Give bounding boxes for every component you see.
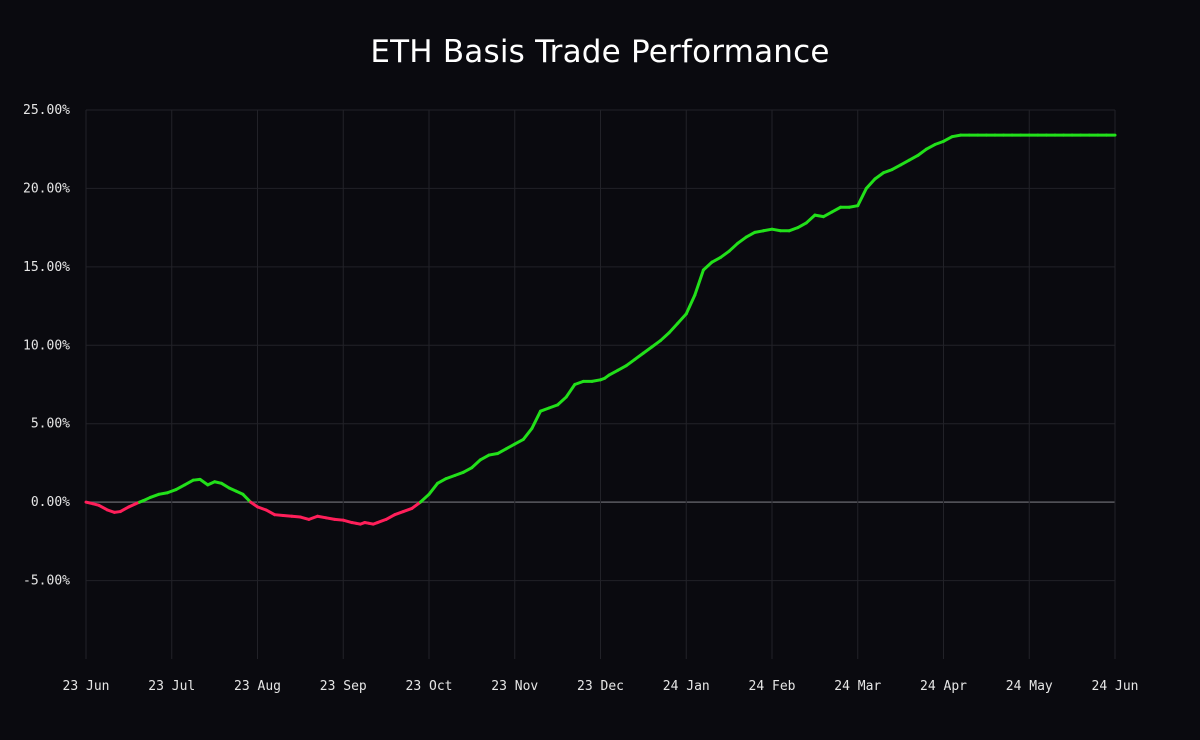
series-line-segment <box>504 442 517 451</box>
chart-title: ETH Basis Trade Performance <box>370 34 830 70</box>
series-line-segment <box>676 312 688 325</box>
series-line-segment <box>701 260 714 272</box>
x-tick-label: 23 Nov <box>491 679 538 694</box>
series-line-segment <box>118 505 131 514</box>
series-line-segment <box>873 171 885 181</box>
series-line-segment <box>148 492 161 499</box>
series-line-segment <box>916 147 928 157</box>
series-line-segment <box>616 364 628 372</box>
series-line-segment <box>470 458 482 470</box>
series-line-segment <box>787 226 800 233</box>
series-line-segment <box>821 210 834 219</box>
x-tick-label: 23 Dec <box>577 679 624 694</box>
series-line-segment <box>933 139 945 147</box>
series-line-segment <box>427 481 440 496</box>
x-tick-label: 24 Feb <box>749 679 796 694</box>
x-tick-label: 24 Mar <box>834 679 881 694</box>
x-tick-label: 23 Sep <box>320 679 367 694</box>
series-line-segment <box>710 255 723 264</box>
series-line-segment <box>436 477 448 485</box>
series-line-segment <box>727 241 740 253</box>
series-line-segment <box>461 466 474 474</box>
series-line-segment <box>97 503 109 512</box>
series-line-segment <box>538 406 551 413</box>
series-line-segment <box>219 481 231 490</box>
series-line-segment <box>198 477 210 487</box>
x-tick-label: 24 Apr <box>920 679 967 694</box>
series-line-segment <box>624 357 637 368</box>
series-line-segment <box>684 293 697 316</box>
x-tick-label: 24 Jun <box>1092 679 1139 694</box>
series-line-segment <box>418 492 431 504</box>
series-line-segment <box>256 505 268 512</box>
series-line-segment <box>496 447 508 456</box>
series-line-segment <box>174 483 187 492</box>
series-line-segment <box>942 135 954 143</box>
series-line-segment <box>384 513 397 521</box>
series-line-segment <box>659 331 671 343</box>
y-tick-label: 20.00% <box>23 181 70 196</box>
y-axis-tick-labels: 25.00% 20.00% 15.00% 10.00% 5.00% 0.00% -5.00% <box>23 103 70 589</box>
y-tick-label: 0.00% <box>31 495 70 510</box>
x-tick-label: 24 May <box>1006 679 1053 694</box>
series-line-segment <box>804 213 817 225</box>
y-tick-label: -5.00% <box>23 574 70 589</box>
series-line-segment <box>641 345 654 355</box>
series-line-segment <box>393 510 405 517</box>
series-line-segment <box>183 478 195 487</box>
x-tick-label: 23 Jun <box>63 679 110 694</box>
series-line-segment <box>478 453 491 462</box>
series-line-segment <box>547 403 560 410</box>
series-line-segment <box>856 186 868 208</box>
series-line-segment <box>633 351 645 361</box>
x-tick-label: 23 Aug <box>234 679 281 694</box>
x-tick-label: 24 Jan <box>663 679 710 694</box>
y-tick-label: 10.00% <box>23 338 70 353</box>
series-line-segment <box>453 470 465 477</box>
series-line-segment <box>650 339 663 349</box>
series-line-layer <box>84 133 1117 526</box>
series-line-segment <box>241 492 253 504</box>
series-line-segment <box>830 205 843 214</box>
series-line-segment <box>796 221 808 230</box>
series-line-segment <box>401 506 414 514</box>
x-tick-label: 23 Oct <box>406 679 453 694</box>
series-line-segment <box>530 409 542 430</box>
series-line-segment <box>376 517 388 525</box>
series-line-segment <box>864 177 877 190</box>
series-line-segment <box>444 473 457 481</box>
series-line-segment <box>667 321 680 335</box>
series-line-segment <box>924 143 937 151</box>
series-line-segment <box>890 163 903 172</box>
y-tick-label: 5.00% <box>31 417 70 432</box>
series-line-segment <box>693 268 705 297</box>
series-line-segment <box>410 500 422 510</box>
x-axis-tick-labels: 23 Jun 23 Jul 23 Aug 23 Sep 23 Oct 23 Nov 23 D… <box>63 679 1139 694</box>
series-line-segment <box>307 514 320 521</box>
y-tick-label: 15.00% <box>23 260 70 275</box>
x-tick-label: 23 Jul <box>148 679 195 694</box>
series-line-segment <box>744 230 757 239</box>
series-line-segment <box>573 379 585 386</box>
series-line-segment <box>719 249 731 259</box>
series-line-segment <box>165 488 178 495</box>
grid-layer <box>85 109 1116 659</box>
series-line-segment <box>899 158 911 167</box>
series-line-segment <box>881 168 894 175</box>
series-line-segment <box>264 508 277 517</box>
series-line-segment <box>564 383 577 399</box>
series-line-segment <box>607 368 620 377</box>
series-line-segment <box>556 395 568 407</box>
y-tick-label: 25.00% <box>23 103 70 118</box>
series-line-segment <box>907 153 920 162</box>
series-line-segment <box>513 437 525 446</box>
series-line-segment <box>521 426 534 441</box>
series-line-segment <box>736 235 748 245</box>
